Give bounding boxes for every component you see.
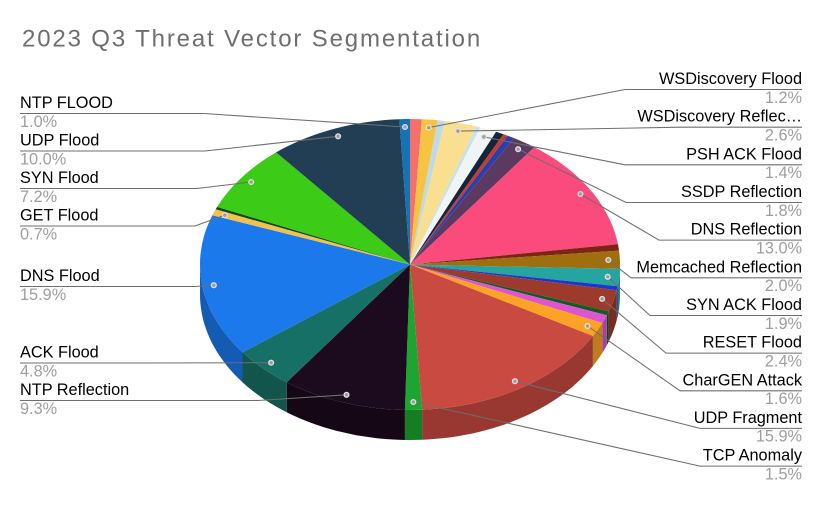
svg-text:NTP FLOOD: NTP FLOOD bbox=[20, 94, 113, 112]
svg-text:SSDP Reflection: SSDP Reflection bbox=[681, 183, 802, 201]
svg-text:10.0%: 10.0% bbox=[20, 150, 66, 168]
svg-text:SYN Flood: SYN Flood bbox=[20, 169, 99, 187]
svg-text:1.9%: 1.9% bbox=[765, 315, 802, 333]
svg-text:ACK Flood: ACK Flood bbox=[20, 344, 99, 362]
svg-text:0.7%: 0.7% bbox=[20, 225, 57, 243]
svg-text:UDP Fragment: UDP Fragment bbox=[694, 409, 803, 427]
svg-text:2.0%: 2.0% bbox=[765, 277, 802, 295]
svg-text:2023 Q3 Threat Vector Segmenta: 2023 Q3 Threat Vector Segmentation bbox=[22, 26, 482, 53]
svg-text:Memcached Reflection: Memcached Reflection bbox=[636, 258, 802, 276]
svg-text:UDP Flood: UDP Flood bbox=[20, 132, 99, 150]
svg-text:2.6%: 2.6% bbox=[765, 127, 802, 145]
svg-text:NTP Reflection: NTP Reflection bbox=[20, 381, 129, 399]
svg-text:4.8%: 4.8% bbox=[20, 362, 57, 380]
svg-text:SYN ACK Flood: SYN ACK Flood bbox=[686, 296, 802, 314]
svg-text:1.5%: 1.5% bbox=[765, 465, 802, 483]
svg-text:WSDiscovery Flood: WSDiscovery Flood bbox=[659, 70, 802, 88]
svg-text:1.0%: 1.0% bbox=[20, 113, 57, 131]
svg-text:2.4%: 2.4% bbox=[765, 352, 802, 370]
svg-text:13.0%: 13.0% bbox=[756, 239, 802, 257]
svg-text:15.9%: 15.9% bbox=[756, 428, 802, 446]
svg-text:CharGEN Attack: CharGEN Attack bbox=[683, 371, 803, 389]
svg-text:PSH ACK Flood: PSH ACK Flood bbox=[686, 145, 802, 163]
svg-text:WSDiscovery Reflec…: WSDiscovery Reflec… bbox=[637, 108, 802, 126]
svg-text:1.2%: 1.2% bbox=[765, 89, 802, 107]
svg-text:9.3%: 9.3% bbox=[20, 400, 57, 418]
svg-text:DNS Flood: DNS Flood bbox=[20, 267, 100, 285]
svg-text:RESET Flood: RESET Flood bbox=[703, 334, 802, 352]
svg-text:1.8%: 1.8% bbox=[765, 202, 802, 220]
svg-text:GET Flood: GET Flood bbox=[20, 207, 98, 225]
svg-text:1.6%: 1.6% bbox=[765, 390, 802, 408]
svg-text:TCP Anomaly: TCP Anomaly bbox=[703, 447, 803, 465]
svg-text:7.2%: 7.2% bbox=[20, 188, 57, 206]
svg-text:15.9%: 15.9% bbox=[20, 286, 66, 304]
svg-text:DNS Reflection: DNS Reflection bbox=[691, 221, 802, 239]
svg-text:1.4%: 1.4% bbox=[765, 164, 802, 182]
